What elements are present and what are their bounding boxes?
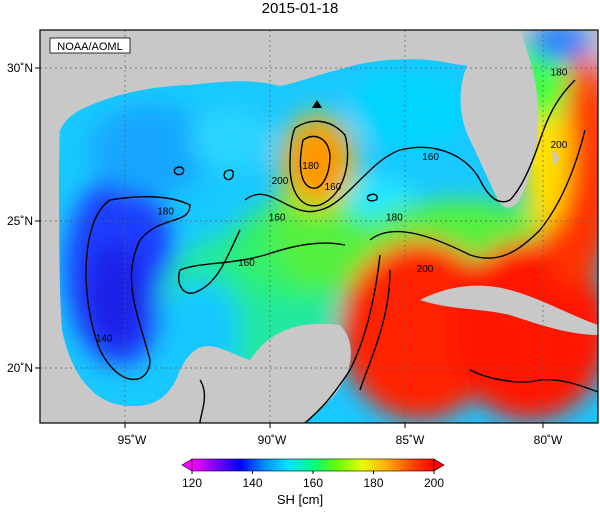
contour-label: 180 (157, 206, 174, 217)
triangle-marker-icon (312, 100, 322, 108)
colorbar-tick-label: 120 (182, 476, 202, 490)
credit-text: NOAA/AOML (57, 41, 122, 53)
tick-marks (35, 67, 544, 428)
land-florida (460, 30, 539, 208)
contour-label: 180 (302, 161, 319, 172)
colorbar: 120 140 160 180 200 (181, 458, 445, 490)
colorbar-units-label: SH [cm] (276, 492, 324, 507)
land-mexico (40, 140, 351, 423)
lon-tick-85w: 85˚W (396, 433, 425, 447)
contour-label: 200 (272, 176, 289, 187)
contour-label: 160 (238, 258, 255, 269)
credit-box (49, 37, 131, 54)
contour-label: 200 (551, 140, 568, 151)
colorbar-tick-label: 140 (242, 476, 262, 490)
colorbar-bar (191, 458, 435, 472)
colorbar-max-arrow (433, 458, 445, 472)
colorbar-tick-label: 160 (303, 476, 323, 490)
contour-label: 180 (551, 67, 568, 78)
colorbar-tick-label: 180 (363, 476, 383, 490)
contour-lines (85, 79, 598, 423)
contour-label: 160 (422, 152, 439, 163)
land-north-america (40, 30, 500, 150)
lon-tick-80w: 80˚W (534, 433, 563, 447)
land-cuba (420, 285, 598, 335)
contour-label: 200 (417, 264, 434, 275)
colorbar-tick-label: 200 (424, 476, 444, 490)
contour-label: 140 (96, 333, 113, 344)
plot-area (40, 30, 598, 423)
contour-label: 160 (269, 212, 286, 223)
map-frame (39, 29, 599, 424)
lat-tick-30n: 30˚N (7, 61, 33, 75)
lon-tick-95w: 95˚W (118, 433, 147, 447)
lat-tick-20n: 20˚N (7, 361, 33, 375)
contour-labels: 180 200 160 180 200 160 180 160 180 160 200 140 (96, 67, 568, 344)
contour-label: 180 (386, 212, 403, 223)
colorbar-min-arrow (181, 458, 193, 472)
lon-tick-90w: 90˚W (258, 433, 287, 447)
lat-tick-25n: 25˚N (7, 214, 33, 228)
contour-label: 160 (325, 182, 342, 193)
land-bahamas (552, 150, 560, 166)
grid-lines (40, 30, 598, 423)
map-title: 2015-01-18 (261, 0, 339, 17)
